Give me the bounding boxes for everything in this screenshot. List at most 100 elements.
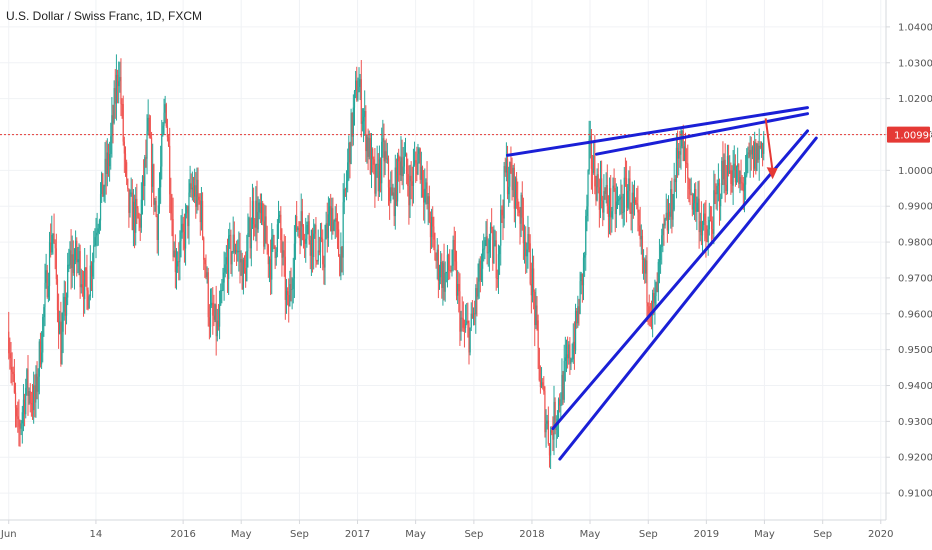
candle-body xyxy=(33,385,35,411)
candle-body xyxy=(478,260,480,282)
candle-body xyxy=(334,218,336,222)
forecast-arrow-shaft xyxy=(764,118,774,172)
candle-body xyxy=(212,302,214,316)
candle-body xyxy=(622,212,624,214)
candle-body xyxy=(386,158,388,160)
candle-body xyxy=(358,87,360,92)
candle-body xyxy=(26,369,28,388)
candle-body xyxy=(343,189,345,203)
candle-body xyxy=(504,166,506,173)
candle-body xyxy=(245,267,247,282)
candle-body xyxy=(173,250,175,257)
candle-body xyxy=(519,212,521,224)
candle-body xyxy=(347,162,349,182)
candle-body xyxy=(36,373,38,392)
candle-body xyxy=(206,272,208,278)
candle-body xyxy=(118,81,120,87)
candle-body xyxy=(433,226,435,240)
candle-body xyxy=(331,208,333,232)
candle-body xyxy=(115,74,118,104)
candle-body xyxy=(350,113,352,164)
candle-body xyxy=(445,271,447,273)
candle-body xyxy=(680,146,682,155)
trendline-3 xyxy=(551,129,810,431)
candle-body xyxy=(257,211,259,230)
candle-body xyxy=(192,187,195,197)
candle-body xyxy=(577,306,579,324)
candle-body xyxy=(449,270,451,272)
candle-body xyxy=(684,146,687,163)
candle-body xyxy=(93,245,95,263)
candle-body xyxy=(308,221,310,241)
candle-body xyxy=(239,250,241,263)
candle-body xyxy=(498,245,501,255)
candle-body xyxy=(614,188,616,215)
candle-body xyxy=(67,264,69,298)
candle-body xyxy=(659,246,662,261)
candle-body xyxy=(42,317,44,353)
candle-body xyxy=(423,189,425,203)
candle-body xyxy=(80,284,82,288)
candle-body xyxy=(235,249,238,253)
candle-body xyxy=(654,295,656,304)
candle-body xyxy=(302,226,305,240)
candle-body xyxy=(107,152,110,167)
candle-body xyxy=(696,202,698,212)
candle-body xyxy=(430,216,433,238)
candle-body xyxy=(101,173,103,195)
candle-body xyxy=(279,214,281,217)
candle-body xyxy=(644,258,646,274)
candle-body xyxy=(163,112,165,126)
candle-body xyxy=(707,229,709,243)
candle-body xyxy=(86,270,88,291)
candle-body xyxy=(231,251,233,265)
candle-body xyxy=(550,430,552,456)
candle-body xyxy=(523,241,526,244)
candle-body xyxy=(137,208,139,218)
candle-body xyxy=(496,278,498,280)
candle-body xyxy=(447,254,450,271)
candle-body xyxy=(297,227,299,231)
candle-body xyxy=(126,162,128,179)
candle-body xyxy=(747,152,749,155)
candle-body xyxy=(657,262,659,293)
candle-body xyxy=(665,212,667,219)
candle-body xyxy=(217,320,220,327)
candle-body xyxy=(438,277,441,281)
candle-body xyxy=(755,142,757,171)
candle-body xyxy=(421,166,424,190)
candle-body xyxy=(394,167,396,217)
candle-body xyxy=(47,285,49,298)
candle-body xyxy=(94,237,96,246)
candle-body xyxy=(396,154,399,202)
candle-body xyxy=(516,178,518,199)
candle-body xyxy=(616,199,619,202)
candle-body xyxy=(451,265,453,271)
candle-body xyxy=(256,200,258,230)
candle-body xyxy=(437,249,439,281)
candle-body xyxy=(17,416,19,419)
candle-body xyxy=(372,148,374,160)
candle-body xyxy=(195,185,197,207)
last-price-label: 1.00996 xyxy=(894,131,932,142)
x-tick-label: Sep xyxy=(639,529,658,540)
candle-body xyxy=(647,303,649,307)
candle-body xyxy=(409,175,411,206)
trendline-2 xyxy=(594,112,810,156)
candle-body xyxy=(73,260,76,273)
candle-body xyxy=(429,222,432,238)
candle-body xyxy=(418,148,420,154)
candle-body xyxy=(395,167,398,202)
candle-body xyxy=(234,249,237,253)
candle-body xyxy=(462,318,464,328)
candle-body xyxy=(324,239,326,268)
candle-body xyxy=(639,225,641,240)
candle-body xyxy=(501,209,503,216)
candle-body xyxy=(48,242,51,286)
candle-body xyxy=(204,259,206,265)
trendline-1 xyxy=(506,106,810,157)
candle-body xyxy=(706,238,708,243)
